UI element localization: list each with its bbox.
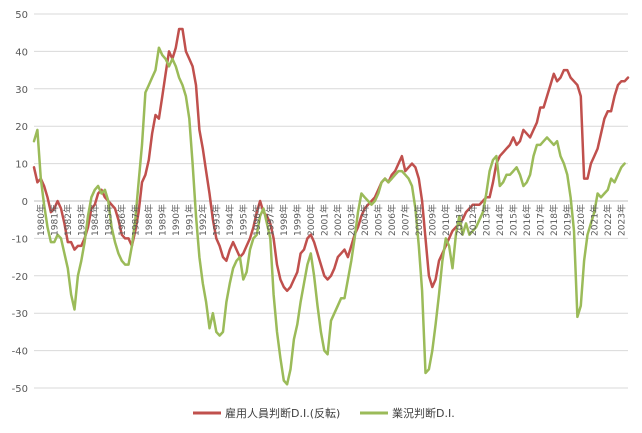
y-tick-label: -10 bbox=[12, 234, 28, 245]
legend: 雇用人員判断D.I.(反転) 業況判断D.I. bbox=[193, 406, 455, 420]
legend-item-employment: 雇用人員判断D.I.(反転) bbox=[193, 406, 340, 420]
x-tick-label: 2016年 bbox=[521, 204, 533, 236]
y-tick-label: 40 bbox=[15, 47, 28, 58]
y-tick-label: 20 bbox=[15, 122, 28, 133]
x-tick-label: 1999年 bbox=[291, 204, 303, 236]
x-axis-tick-labels: 1980年 1981年 1982年 1983年 1984年 1985年 1986年 1987年… bbox=[35, 204, 627, 236]
y-tick-label: 0 bbox=[22, 197, 28, 208]
x-tick-label: 2017年 bbox=[534, 204, 546, 236]
y-tick-label: -50 bbox=[12, 384, 28, 395]
x-tick-label: 2020年 bbox=[575, 204, 587, 236]
y-tick-label: -20 bbox=[12, 272, 28, 283]
x-tick-label: 1993年 bbox=[210, 204, 222, 236]
x-tick-label: 2008年 bbox=[413, 204, 425, 236]
series-line-business-conditions bbox=[32, 46, 626, 386]
x-tick-label: 2019年 bbox=[561, 204, 573, 236]
x-tick-label: 1986年 bbox=[116, 204, 128, 236]
legend-item-business-conditions: 業況判断D.I. bbox=[360, 406, 455, 420]
x-tick-label: 2009年 bbox=[426, 204, 438, 236]
x-tick-label: 1991年 bbox=[183, 204, 195, 236]
x-tick-label: 2012年 bbox=[467, 204, 479, 236]
y-tick-label: 50 bbox=[15, 10, 28, 21]
x-tick-label: 2022年 bbox=[602, 204, 614, 236]
x-tick-label: 2000年 bbox=[305, 204, 317, 236]
x-tick-label: 1984年 bbox=[89, 204, 101, 236]
x-tick-label: 1997年 bbox=[264, 204, 276, 236]
x-tick-label: 2007年 bbox=[399, 204, 411, 236]
x-tick-label: 1985年 bbox=[102, 204, 114, 236]
x-tick-label: 2003年 bbox=[345, 204, 357, 236]
x-tick-label: 1992年 bbox=[197, 204, 209, 236]
y-tick-label: 10 bbox=[15, 160, 28, 171]
x-tick-label: 1998年 bbox=[278, 204, 290, 236]
x-tick-label: 1996年 bbox=[251, 204, 263, 236]
x-tick-label: 2021年 bbox=[588, 204, 600, 236]
y-tick-label: -30 bbox=[12, 309, 28, 320]
x-tick-label: 2018年 bbox=[548, 204, 560, 236]
x-tick-label: 1995年 bbox=[237, 204, 249, 236]
x-tick-label: 2011年 bbox=[453, 204, 465, 236]
x-tick-label: 2015年 bbox=[507, 204, 519, 236]
x-tick-label: 2001年 bbox=[318, 204, 330, 236]
x-tick-label: 1980年 bbox=[35, 204, 47, 236]
x-tick-label: 2005年 bbox=[372, 204, 384, 236]
x-tick-label: 2023年 bbox=[615, 204, 627, 236]
x-tick-label: 2010年 bbox=[440, 204, 452, 236]
x-tick-label: 2002年 bbox=[332, 204, 344, 236]
y-tick-label: -40 bbox=[12, 347, 28, 358]
x-tick-label: 1982年 bbox=[62, 204, 74, 236]
x-tick-label: 2004年 bbox=[359, 204, 371, 236]
x-tick-label: 2013年 bbox=[480, 204, 492, 236]
series-lines bbox=[32, 27, 630, 386]
legend-label-business-conditions: 業況判断D.I. bbox=[392, 406, 455, 420]
y-tick-label: 30 bbox=[15, 85, 28, 96]
x-tick-label: 2014年 bbox=[494, 204, 506, 236]
y-axis: -50 -40 -30 -20 -10 0 10 20 30 40 50 bbox=[12, 10, 28, 395]
x-tick-label: 1994年 bbox=[224, 204, 236, 236]
x-tick-label: 1989年 bbox=[156, 204, 168, 236]
x-tick-label: 1987年 bbox=[129, 204, 141, 236]
x-tick-label: 1981年 bbox=[48, 204, 60, 236]
x-tick-label: 1990年 bbox=[170, 204, 182, 236]
x-tick-label: 1988年 bbox=[143, 204, 155, 236]
x-tick-label: 2006年 bbox=[386, 204, 398, 236]
series-line-employment bbox=[32, 27, 630, 293]
x-tick-label: 1983年 bbox=[75, 204, 87, 236]
legend-label-employment: 雇用人員判断D.I.(反転) bbox=[225, 406, 340, 420]
